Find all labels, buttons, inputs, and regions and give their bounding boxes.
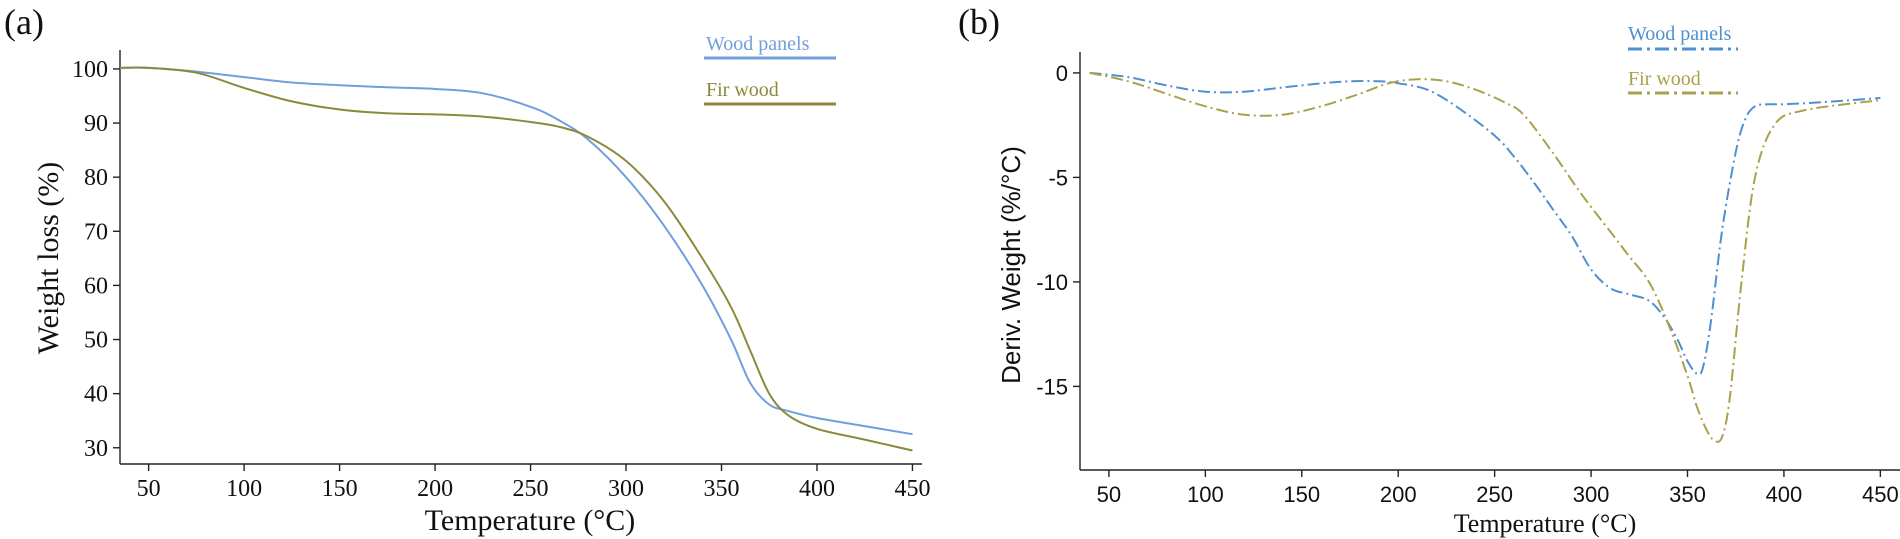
panel-a-y-tick-label: 50 [84,328,108,354]
panel-b-y-tick-label: -15 [1036,374,1068,399]
panel-a-x-tick-label: 300 [608,476,644,502]
panel-a-y-tick-label: 100 [72,57,108,83]
panel-b-x-tick-label: 300 [1573,482,1610,507]
panel-b-series-line-0 [1089,71,1881,376]
panel-a-x-tick-label: 50 [137,476,161,502]
panel-a-legend-label-1: Fir wood [706,79,779,101]
panel-a-x-tick-label: 450 [894,476,930,502]
panel-a-y-tick-label: 90 [84,111,108,137]
panel-a-x-ticks: 50 100 150 200 250 300 350 400 450 [137,464,930,502]
panel-b-legend: Wood panels Fir wood [1628,23,1738,95]
panel-a-legend: Wood panels Fir wood [704,33,836,106]
panel-a-x-tick-label: 200 [417,476,453,502]
panel-b-y-tick-label: -10 [1036,270,1068,295]
panel-b-series [1089,71,1881,443]
panel-b-x-tick-label: 450 [1862,482,1899,507]
panel-a-y-tick-label: 30 [84,436,108,462]
panel-b-axes [1079,52,1900,471]
panel-b-legend-label-0: Wood panels [1628,23,1732,45]
panel-a-x-axis-title: Temperature (°C) [425,504,636,537]
panel-a-y-ticks: 30 40 50 60 70 80 90 100 [72,57,120,462]
panel-b-x-ticks: 50 100 150 200 250 300 350 400 450 [1097,470,1899,507]
panel-a-label: (a) [4,2,44,42]
panel-b: (b) 0 -5 -10 -15 50 100 150 200 250 300 350 400 450… [958,2,1900,538]
panel-b-x-tick-label: 200 [1380,482,1417,507]
panel-b-x-axis-title: Temperature (°C) [1454,509,1637,538]
panel-a-x-tick-label: 250 [513,476,549,502]
panel-b-y-tick-label: -5 [1048,165,1068,190]
panel-a-x-tick-label: 100 [226,476,262,502]
panel-a-y-axis-title: Weight loss (%) [32,162,65,355]
panel-a: (a) 30 40 50 60 70 80 90 100 50 100 150 200 250 300 3… [4,2,930,537]
panel-b-series-line-1 [1089,71,1881,443]
panel-b-label: (b) [958,2,1000,42]
panel-a-series-line-1 [119,66,913,452]
panel-b-y-ticks: 0 -5 -10 -15 [1036,61,1080,399]
panel-b-x-tick-label: 250 [1476,482,1513,507]
panel-a-y-tick-label: 60 [84,273,108,299]
panel-b-legend-label-1: Fir wood [1628,68,1701,90]
panel-a-y-tick-label: 80 [84,165,108,191]
panel-a-series-line-0 [119,66,913,436]
panel-a-y-tick-label: 70 [84,219,108,245]
panel-a-legend-label-0: Wood panels [706,33,810,55]
panel-b-x-tick-label: 150 [1283,482,1320,507]
panel-b-y-tick-label: 0 [1056,61,1068,86]
panel-a-x-tick-label: 400 [799,476,835,502]
panel-a-x-tick-label: 350 [704,476,740,502]
panel-a-axes [119,50,922,465]
panel-a-series [119,66,913,452]
panel-a-x-tick-label: 150 [322,476,358,502]
panel-b-x-tick-label: 400 [1766,482,1803,507]
panel-a-y-tick-label: 40 [84,382,108,408]
panel-b-y-axis-title: Deriv. Weight (%/°C) [996,146,1026,384]
panel-b-x-tick-label: 350 [1669,482,1706,507]
panel-b-x-tick-label: 100 [1187,482,1224,507]
panel-b-x-tick-label: 50 [1097,482,1121,507]
